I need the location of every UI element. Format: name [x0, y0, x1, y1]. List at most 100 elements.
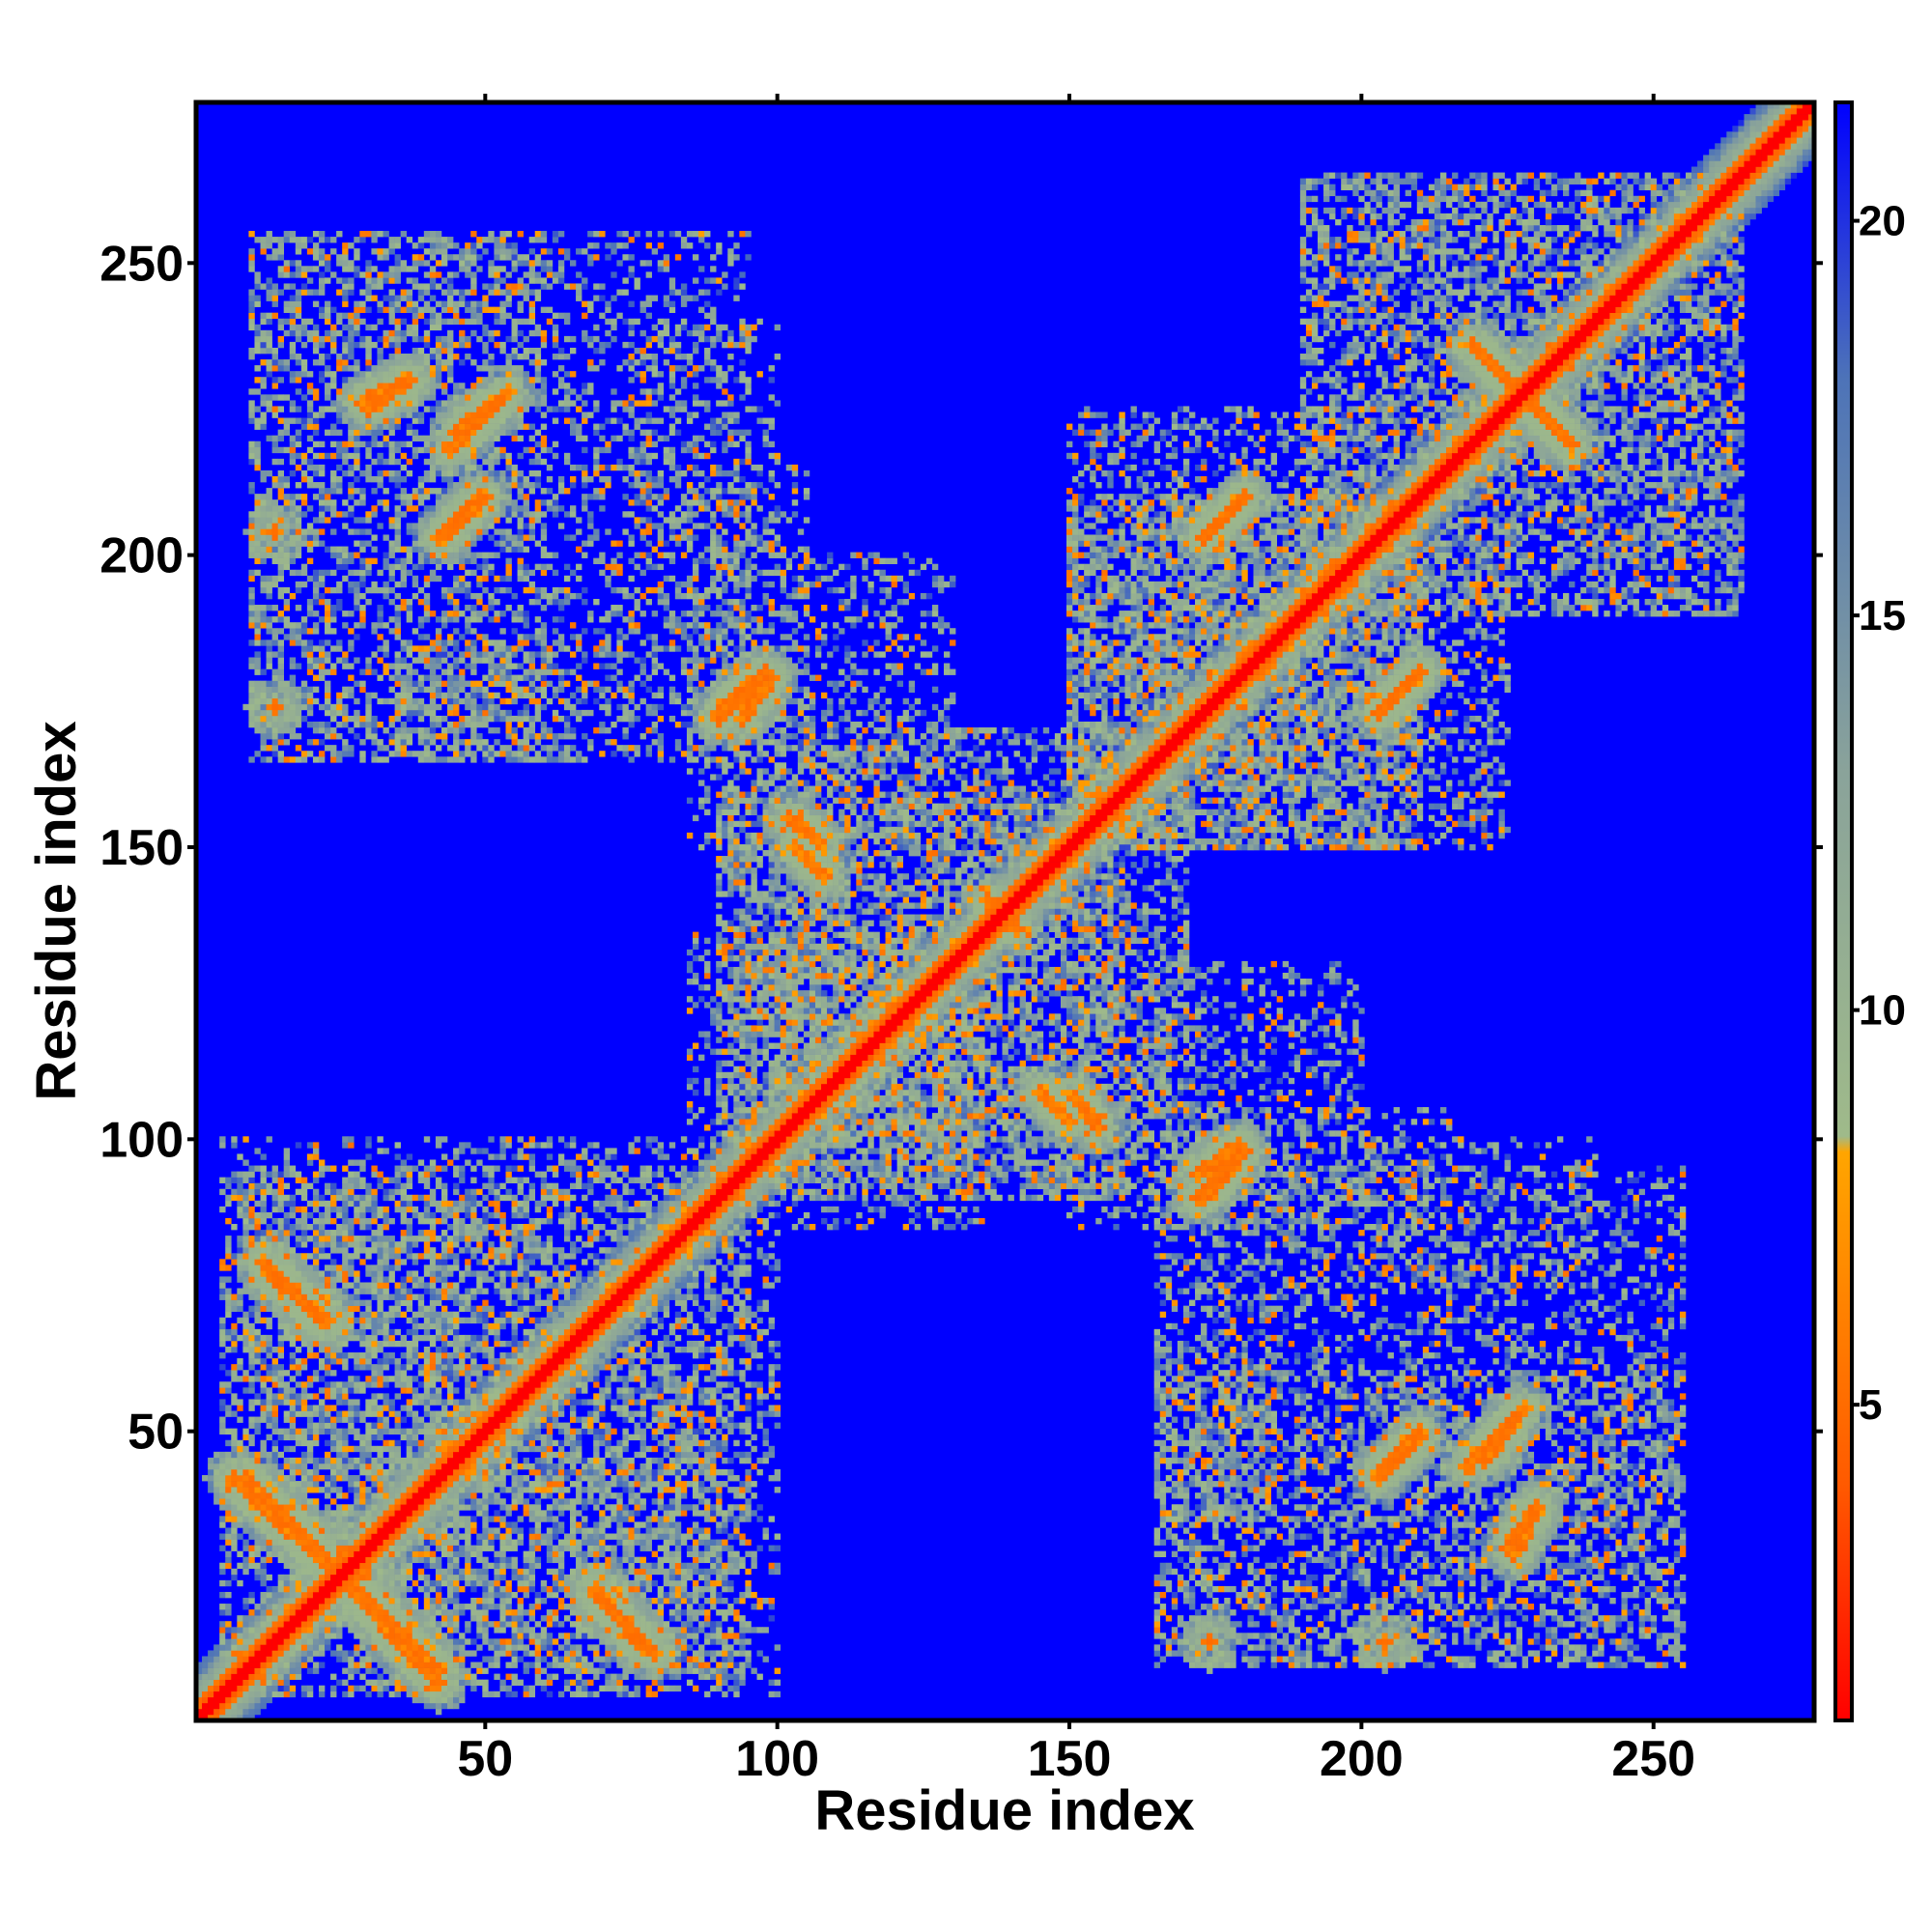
heatmap-cell: [394, 354, 401, 360]
heatmap-cell: [237, 1364, 243, 1371]
heatmap-cell: [342, 745, 349, 752]
heatmap-cell: [254, 1270, 261, 1277]
heatmap-cell: [412, 1422, 419, 1429]
heatmap-cell: [325, 1393, 331, 1400]
heatmap-cell: [306, 668, 314, 675]
heatmap-cell: [266, 1662, 272, 1668]
heatmap-cell: [271, 557, 278, 565]
heatmap-cell: [300, 271, 308, 278]
heatmap-cell: [406, 429, 413, 436]
heatmap-cell: [359, 575, 366, 582]
heatmap-cell: [266, 1211, 272, 1219]
heatmap-cell: [388, 569, 395, 577]
heatmap-cell: [248, 1282, 255, 1289]
heatmap-cell: [213, 1487, 220, 1493]
heatmap-cell: [400, 318, 407, 326]
heatmap-cell: [312, 1615, 320, 1622]
heatmap-cell: [388, 1568, 395, 1576]
heatmap-cell: [440, 1527, 448, 1534]
heatmap-cell: [447, 446, 454, 454]
heatmap-cell: [435, 557, 442, 565]
heatmap-cell: [248, 1334, 255, 1342]
heatmap-cell: [423, 1241, 431, 1248]
heatmap-cell: [359, 1621, 366, 1628]
heatmap-cell: [300, 1236, 308, 1242]
heatmap-cell: [330, 1217, 337, 1225]
heatmap-cell: [283, 1539, 291, 1546]
heatmap-cell: [231, 1644, 238, 1651]
heatmap-cell: [300, 1650, 308, 1657]
heatmap-cell: [219, 1364, 226, 1371]
heatmap-cell: [417, 1609, 425, 1616]
heatmap-cell: [231, 1334, 238, 1342]
heatmap-cell: [429, 318, 437, 326]
heatmap-cell: [231, 1568, 238, 1576]
heatmap-cell: [406, 383, 413, 389]
heatmap-cell: [277, 727, 285, 734]
heatmap-cell: [283, 1673, 291, 1680]
heatmap-cell: [406, 1468, 413, 1476]
heatmap-cell: [388, 1556, 395, 1564]
heatmap-cell: [266, 1299, 272, 1306]
heatmap-cell: [295, 1510, 302, 1517]
heatmap-cell: [447, 1585, 454, 1593]
heatmap-cell: [365, 1188, 372, 1196]
heatmap-cell: [417, 1585, 425, 1593]
heatmap-cell: [330, 1550, 337, 1557]
heatmap-cell: [260, 1627, 267, 1634]
heatmap-cell: [312, 1259, 320, 1265]
heatmap-cell: [394, 260, 401, 267]
heatmap-cell: [342, 1224, 349, 1231]
heatmap-cell: [266, 709, 272, 717]
heatmap-cell: [254, 417, 261, 424]
heatmap-cell: [354, 1334, 360, 1342]
heatmap-cell: [325, 733, 331, 740]
heatmap-cell: [440, 1241, 448, 1248]
heatmap-cell: [283, 1562, 291, 1570]
heatmap-cell: [306, 1334, 314, 1342]
heatmap-cell: [271, 1370, 278, 1377]
heatmap-cell: [312, 569, 320, 577]
heatmap-cell: [289, 1270, 297, 1277]
heatmap-cell: [306, 1200, 314, 1208]
heatmap-cell: [289, 540, 297, 547]
heatmap-cell: [388, 1247, 395, 1254]
heatmap-cell: [248, 692, 255, 699]
heatmap-cell: [283, 300, 291, 307]
heatmap-cell: [394, 692, 401, 699]
heatmap-cell: [429, 354, 437, 360]
heatmap-cell: [453, 1667, 460, 1674]
heatmap-cell: [219, 1136, 226, 1143]
heatmap-cell: [377, 283, 384, 290]
heatmap-cell: [283, 1393, 291, 1400]
heatmap-cell: [388, 1439, 395, 1447]
heatmap-cell: [325, 1463, 331, 1470]
heatmap-cell: [447, 359, 454, 366]
heatmap-cell: [248, 1224, 255, 1231]
heatmap-cell: [260, 511, 267, 518]
heatmap-cell: [354, 312, 360, 320]
heatmap-cell: [254, 651, 261, 658]
heatmap-cell: [423, 271, 431, 278]
heatmap-cell: [406, 1644, 413, 1651]
heatmap-cell: [383, 1439, 389, 1447]
heatmap-cell: [394, 1451, 401, 1459]
heatmap-cell: [394, 1376, 401, 1382]
heatmap-cell: [447, 1487, 454, 1493]
heatmap-cell: [388, 1591, 395, 1599]
heatmap-cell: [318, 668, 326, 675]
heatmap-cell: [300, 1358, 308, 1365]
heatmap-cell: [447, 1247, 454, 1254]
heatmap-cell: [359, 1247, 366, 1254]
heatmap-cell: [371, 1276, 378, 1283]
heatmap-cell: [237, 1305, 243, 1313]
heatmap-cell: [266, 231, 272, 238]
heatmap-cell: [271, 440, 278, 448]
heatmap-cell: [306, 598, 314, 606]
heatmap-cell: [423, 440, 431, 448]
heatmap-cell: [394, 1171, 401, 1178]
heatmap-cell: [394, 1468, 401, 1476]
heatmap-cell: [289, 1299, 297, 1306]
heatmap-cell: [371, 1340, 378, 1348]
heatmap-cell: [312, 412, 320, 418]
